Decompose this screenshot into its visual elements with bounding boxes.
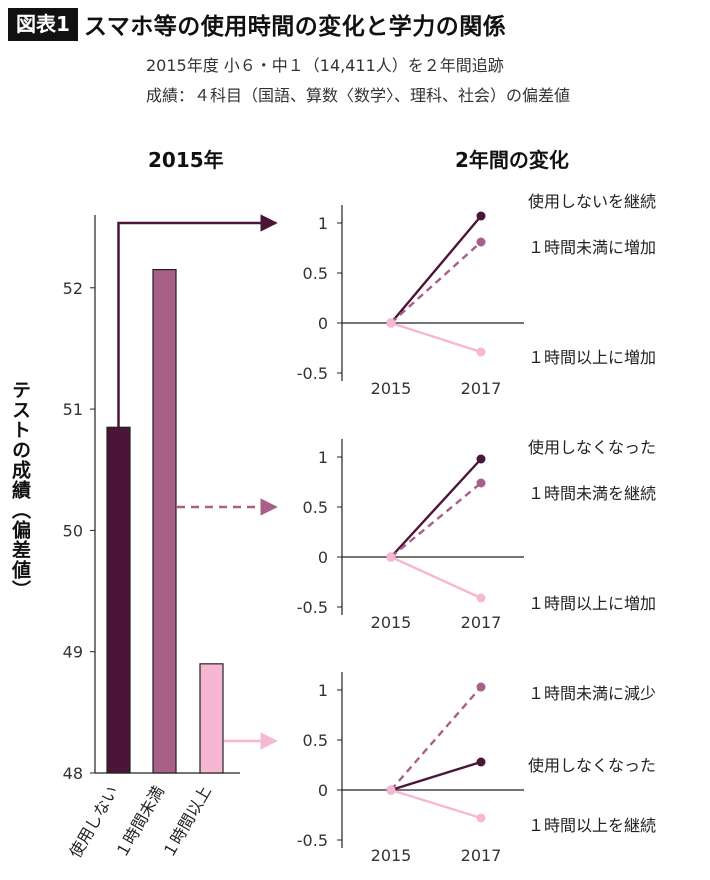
- bar-y-tick-label: 50: [63, 521, 83, 540]
- bar-y-axis-label: テストの成績（偏差値）: [9, 380, 31, 600]
- series-label: １時間以上に増加: [528, 594, 657, 613]
- line-y-tick-label: 0.5: [303, 264, 328, 283]
- line-x-tick-label: 2017: [461, 846, 502, 865]
- series-line: [390, 686, 482, 791]
- figure-title: スマホ等の使用時間の変化と学力の関係: [83, 14, 507, 40]
- data-point: [386, 552, 396, 562]
- subtitle-score: 成績：４科目（国語、算数〈数学〉、理科、社会）の偏差値: [146, 86, 571, 105]
- data-point: [476, 237, 486, 247]
- data-point: [476, 813, 486, 823]
- line-y-tick-label: 1: [318, 214, 328, 233]
- series-label: 使用しなくなった: [528, 756, 657, 775]
- bar: [152, 268, 177, 774]
- data-point: [476, 757, 486, 767]
- bar-y-tick-label: 49: [63, 643, 83, 662]
- bar: [199, 663, 224, 774]
- bar-chart-title: 2015年: [148, 148, 224, 172]
- line-y-tick-label: 0: [318, 314, 328, 333]
- series-line: [390, 241, 482, 324]
- line-y-tick-label: 0: [318, 548, 328, 567]
- series-label: 使用しないを継続: [528, 192, 657, 211]
- line-x-tick-label: 2015: [371, 613, 412, 632]
- data-point: [476, 454, 486, 464]
- series-label: １時間未満に増加: [528, 238, 657, 257]
- series-label: １時間未満を継続: [528, 484, 657, 503]
- bar-y-tick-label: 51: [63, 400, 83, 419]
- data-point: [476, 211, 486, 221]
- line-x-tick-label: 2017: [461, 379, 502, 398]
- line-y-tick-label: -0.5: [297, 831, 328, 850]
- line-y-tick-label: 1: [318, 448, 328, 467]
- series-line: [390, 555, 482, 600]
- bar-category-label: １時間以上: [159, 783, 215, 862]
- line-y-tick-label: -0.5: [297, 364, 328, 383]
- series-label: １時間以上を継続: [528, 816, 657, 835]
- data-point: [476, 478, 486, 488]
- bar: [106, 426, 131, 774]
- data-point: [476, 593, 486, 603]
- data-point: [386, 785, 396, 795]
- bar-y-tick-label: 52: [63, 279, 83, 298]
- data-point: [386, 318, 396, 328]
- series-line: [390, 321, 482, 354]
- figure-header: 図表1 スマホ等の使用時間の変化と学力の関係: [8, 6, 506, 42]
- line-charts-title: 2年間の変化: [455, 148, 569, 172]
- series-label: 使用しなくなった: [528, 438, 657, 457]
- data-point: [476, 347, 486, 357]
- line-y-tick-label: 0: [318, 781, 328, 800]
- series-line: [390, 215, 482, 324]
- line-x-tick-label: 2015: [371, 379, 412, 398]
- series-line: [390, 482, 482, 558]
- bar-y-tick-label: 48: [63, 764, 83, 783]
- line-y-tick-label: 0.5: [303, 731, 328, 750]
- series-label: １時間以上に増加: [528, 348, 657, 367]
- figure-label: 図表1: [8, 7, 78, 41]
- connector-arrow: [117, 214, 278, 428]
- line-y-tick-label: 0.5: [303, 498, 328, 517]
- data-point: [476, 682, 486, 692]
- line-y-tick-label: -0.5: [297, 598, 328, 617]
- series-line: [390, 788, 482, 820]
- series-line: [390, 760, 482, 792]
- line-x-tick-label: 2017: [461, 613, 502, 632]
- subtitle-cohort: 2015年度 小６・中１（14,411人）を２年間追跡: [146, 56, 504, 75]
- line-y-tick-label: 1: [318, 681, 328, 700]
- series-label: １時間未満に減少: [528, 684, 657, 703]
- line-x-tick-label: 2015: [371, 846, 412, 865]
- series-line: [390, 458, 482, 558]
